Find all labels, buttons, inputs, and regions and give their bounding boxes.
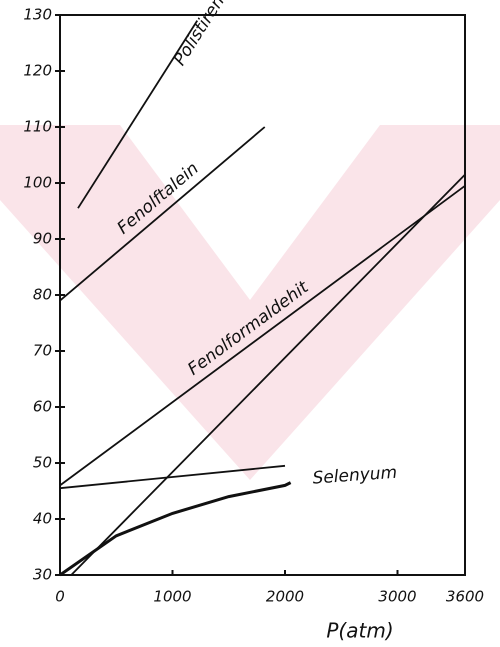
y-tick-label: 110 [23,118,52,136]
series-line [60,483,291,575]
x-tick-label: 2000 [266,588,304,606]
y-tick-label: 80 [33,286,52,304]
x-axis-label: P(atm) [326,619,393,643]
y-tick-label: 30 [33,566,52,584]
series-label: Selenyum [312,463,398,489]
watermark [0,125,500,480]
y-tick-label: 40 [33,510,52,528]
y-tick-label: 90 [33,230,52,248]
chart: P(atm) 30 40 50 60 70 80 90 100 110 120 130 0 1000 20… [0,0,500,647]
y-tick-label: 60 [33,398,52,416]
x-tick-label: 3000 [378,588,416,606]
series-label: Polistiren [170,0,229,69]
x-tick-label: 1000 [153,588,191,606]
y-tick-label: 130 [23,6,52,24]
y-tick-label: 50 [33,454,52,472]
page: P(atm) 30 40 50 60 70 80 90 100 110 120 130 0 1000 20… [0,0,500,647]
y-tick-label: 120 [23,62,52,80]
y-tick-label: 70 [33,342,52,360]
x-tick-label: 3600 [446,588,484,606]
x-tick-label: 0 [55,588,65,606]
y-tick-label: 100 [23,174,52,192]
